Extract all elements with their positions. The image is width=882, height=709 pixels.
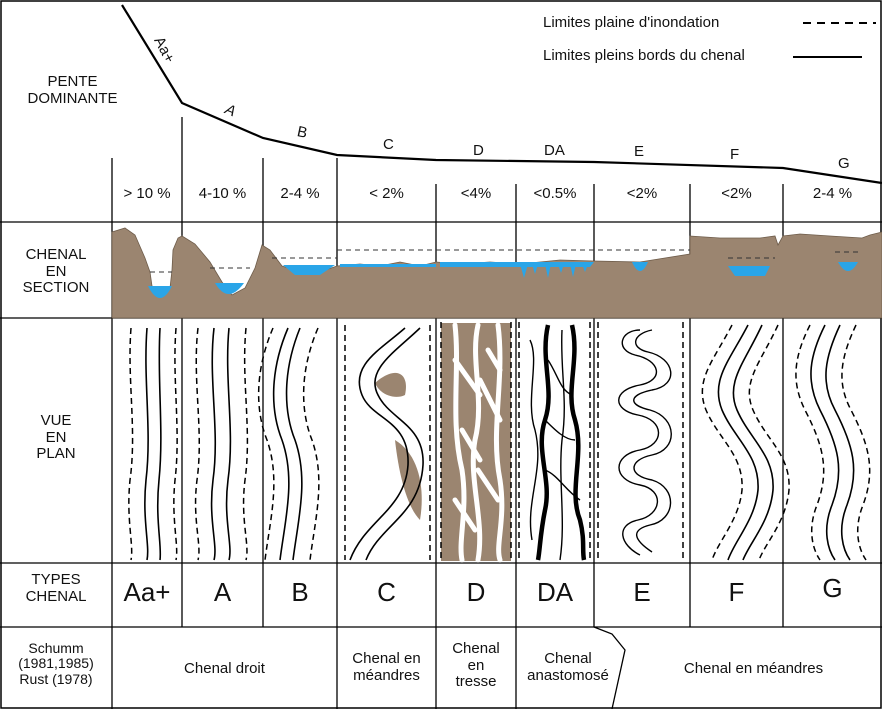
slope-value: <2% [626, 185, 658, 202]
channel-type: Aa+ [123, 577, 171, 607]
profile-label: D [473, 142, 484, 159]
slope-value: <4% [460, 185, 492, 202]
water [632, 262, 648, 271]
water [728, 266, 770, 276]
channel-type: D [466, 577, 486, 607]
slope-profile-line [121, 4, 882, 185]
reference-class-meandering-2: Chenal en méandres [683, 660, 824, 677]
slope-value: > 10 % [123, 185, 171, 202]
reference-divider [593, 626, 626, 709]
row-header-section: CHENAL EN SECTION [22, 246, 90, 296]
profile-label: G [838, 155, 850, 172]
channel-type: DA [536, 577, 574, 607]
slope-value: 4-10 % [198, 185, 247, 202]
row-header-types: TYPES CHENAL [25, 571, 87, 605]
legend-bankfull-label: Limites pleins bords du chenal [543, 47, 745, 64]
water [215, 283, 244, 294]
channel-type: A [213, 577, 232, 607]
channel-type: G [822, 573, 843, 603]
profile-label: DA [544, 142, 565, 159]
slope-value: <2% [721, 185, 752, 202]
reference-class-anastomosed: Chenal anastomosé [527, 650, 609, 684]
profile-label: E [634, 143, 645, 160]
slope-value: 2-4 % [280, 185, 320, 202]
water [838, 262, 858, 271]
row-header-slope: PENTE DOMINANTE [27, 73, 118, 107]
water [440, 262, 594, 267]
slope-value: 2-4 % [812, 185, 853, 202]
channel-type: C [377, 577, 396, 607]
profile-label: F [730, 146, 740, 163]
reference-class-meandering: Chenal en méandres [352, 650, 421, 684]
slope-value: < 2% [369, 185, 404, 202]
cross-section-profiles [111, 227, 882, 319]
reference-class-braided: Chenal en tresse [452, 640, 500, 690]
reference-class-straight: Chenal droit [184, 660, 265, 677]
channel-type: B [291, 577, 309, 607]
profile-label: C [383, 136, 394, 153]
legend-flood-plain-label: Limites plaine d'inondation [543, 14, 720, 31]
slope-value: <0.5% [533, 185, 577, 202]
plan-view-patterns [128, 322, 871, 563]
water [283, 265, 335, 275]
row-header-references: Schumm (1981,1985) Rust (1978) [18, 640, 94, 687]
water [340, 264, 436, 267]
water [148, 286, 172, 298]
channel-type: E [633, 577, 651, 607]
row-header-plan: VUE EN PLAN [36, 412, 76, 462]
channel-type: F [728, 577, 745, 607]
